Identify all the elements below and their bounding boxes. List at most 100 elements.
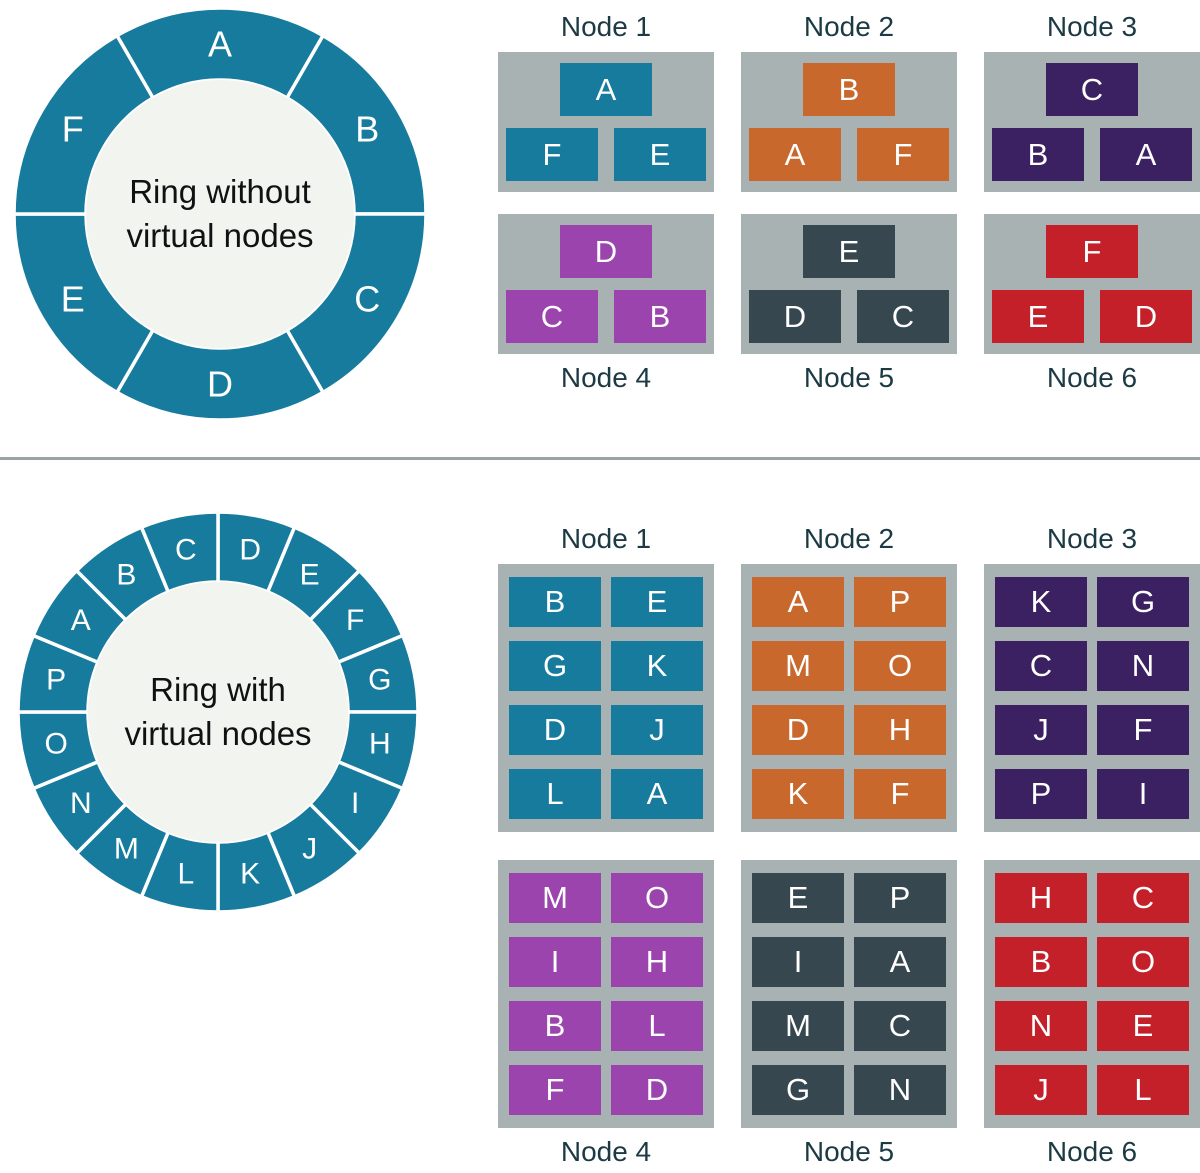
key-cell: M — [752, 641, 844, 691]
node-card-3: Node 3 K G C N J F P I — [984, 518, 1200, 832]
key-cell: M — [752, 1001, 844, 1051]
key-cell: K — [611, 641, 703, 691]
key-cell: F — [506, 128, 598, 181]
ring-segment-label: B — [355, 109, 379, 150]
key-cell: G — [752, 1065, 844, 1115]
node-box: A P M O D H K F — [741, 564, 957, 832]
key-cell: P — [854, 873, 946, 923]
node-cards-grid: Node 1 B E G K D J L A Node 2 A P M O D … — [498, 518, 1200, 1172]
node-box: E P I A M C G N — [741, 860, 957, 1128]
ring-segment-label: D — [239, 534, 261, 567]
key-cell: K — [752, 769, 844, 819]
key-cell: H — [611, 937, 703, 987]
ring-segment-label: B — [116, 558, 136, 591]
key-cell: K — [995, 577, 1087, 627]
ring-segment-label: C — [354, 279, 380, 320]
replica-row: A F — [749, 128, 949, 181]
node-label: Node 3 — [1046, 11, 1138, 42]
ring-segment-label: A — [208, 24, 232, 65]
key-cell: D — [1100, 290, 1192, 343]
node-box: M O I H B L F D — [498, 860, 714, 1128]
ring-segment-label: N — [70, 787, 92, 820]
node-card-1: Node 1 B E G K D J L A — [498, 518, 714, 832]
key-cell: B — [509, 577, 601, 627]
node-label: Node 6 — [1046, 362, 1138, 393]
key-cell: D — [611, 1065, 703, 1115]
node-card-1: Node 1 A F E — [498, 6, 714, 192]
ring-segment-label: E — [61, 279, 85, 320]
key-cell: D — [752, 705, 844, 755]
key-cell: N — [854, 1065, 946, 1115]
key-cell: F — [509, 1065, 601, 1115]
key-cell: H — [995, 873, 1087, 923]
key-cell: H — [854, 705, 946, 755]
key-cell: E — [614, 128, 706, 181]
key-cell: L — [509, 769, 601, 819]
ring-segment-label: L — [177, 857, 194, 890]
node-label: Node 2 — [803, 523, 895, 554]
ring-segment-label: J — [302, 833, 317, 866]
ring-segment-label: A — [71, 604, 91, 637]
ring-inner-circle — [86, 80, 354, 348]
node-card-6: F E D Node 6 — [984, 214, 1200, 398]
key-cell: D — [749, 290, 841, 343]
replica-row: B A — [992, 128, 1192, 181]
node-card-4: M O I H B L F D Node 4 — [498, 860, 714, 1172]
key-cell: A — [749, 128, 841, 181]
key-cell: C — [854, 1001, 946, 1051]
node-box: B E G K D J L A — [498, 564, 714, 832]
node-card-6: H C B O N E J L Node 6 — [984, 860, 1200, 1172]
key-cell: C — [995, 641, 1087, 691]
key-cell: M — [509, 873, 601, 923]
key-cell: L — [1097, 1065, 1189, 1115]
node-label: Node 1 — [560, 11, 652, 42]
key-cell: N — [1097, 641, 1189, 691]
node-card-2: Node 2 A P M O D H K F — [741, 518, 957, 832]
key-cell: A — [752, 577, 844, 627]
replica-row: D C — [749, 290, 949, 343]
ring-segment-label: O — [44, 728, 67, 761]
ring-segment-label: I — [351, 787, 359, 820]
key-cell: D — [509, 705, 601, 755]
node-card-2: Node 2 B A F — [741, 6, 957, 192]
node-box: A F E — [498, 52, 714, 192]
key-cell: B — [995, 937, 1087, 987]
replica-row: C B — [506, 290, 706, 343]
node-box: H C B O N E J L — [984, 860, 1200, 1128]
ring-segment-label: H — [369, 728, 391, 761]
node-card-5: E P I A M C G N Node 5 — [741, 860, 957, 1172]
node-box: C B A — [984, 52, 1200, 192]
node-label: Node 5 — [803, 1136, 895, 1167]
key-cell: J — [995, 1065, 1087, 1115]
key-cell: P — [995, 769, 1087, 819]
key-cell: E — [611, 577, 703, 627]
key-cell: P — [854, 577, 946, 627]
node-card-4: D C B Node 4 — [498, 214, 714, 398]
key-cell: E — [1097, 1001, 1189, 1051]
key-cell: F — [854, 769, 946, 819]
key-cell: I — [752, 937, 844, 987]
key-cell: J — [611, 705, 703, 755]
key-cell: J — [995, 705, 1087, 755]
key-cell: A — [611, 769, 703, 819]
node-box: B A F — [741, 52, 957, 192]
node-cards-grid: Node 1 A F E Node 2 B A F Node 3 — [498, 6, 1200, 398]
node-card-3: Node 3 C B A — [984, 6, 1200, 192]
key-cell: A — [560, 63, 652, 116]
key-cell: C — [1097, 873, 1189, 923]
key-cell: O — [611, 873, 703, 923]
key-cell: F — [1046, 225, 1138, 278]
ring-segment-label: F — [62, 109, 84, 150]
key-cell: O — [1097, 937, 1189, 987]
ring-segment-label: F — [346, 604, 364, 637]
key-cell: F — [857, 128, 949, 181]
replica-row: F E — [506, 128, 706, 181]
node-label: Node 3 — [1046, 523, 1138, 554]
section-divider-line — [0, 457, 1200, 460]
ring-svg: A B C D E F — [12, 6, 428, 422]
